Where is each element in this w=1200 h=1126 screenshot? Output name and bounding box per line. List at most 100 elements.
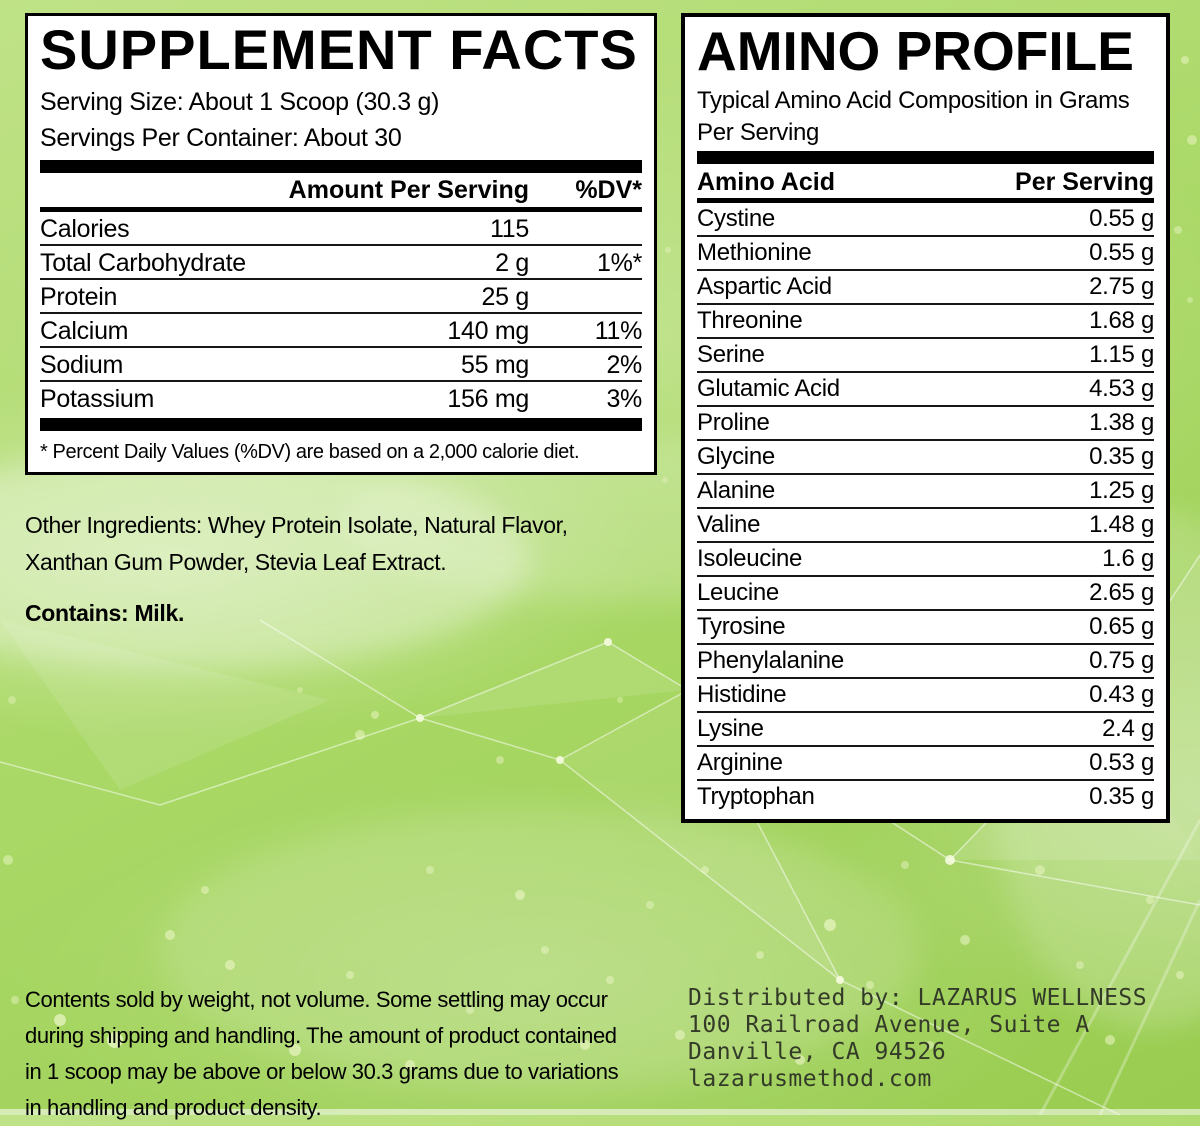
nutrient-name: Calcium <box>40 317 129 345</box>
amino-profile-title: AMINO PROFILE <box>697 20 1134 82</box>
amino-name: Glutamic Acid <box>697 375 840 402</box>
amino-name: Valine <box>697 511 761 538</box>
table-row: Phenylalanine 0.75 g <box>697 645 1154 679</box>
amino-value: 1.68 g <box>1089 307 1154 334</box>
supplement-facts-title: SUPPLEMENT FACTS <box>40 18 638 81</box>
amino-name: Methionine <box>697 239 812 266</box>
nutrient-dv: 1%* <box>597 249 642 277</box>
nutrient-name: Total Carbohydrate <box>40 249 246 277</box>
nutrient-amount: 115 <box>490 215 529 243</box>
other-ingredients: Other Ingredients: Whey Protein Isolate,… <box>25 512 568 575</box>
allergen-statement: Contains: Milk. <box>25 600 185 626</box>
table-row: Proline 1.38 g <box>697 407 1154 441</box>
supplement-facts-panel: SUPPLEMENT FACTS Serving Size: About 1 S… <box>25 13 657 475</box>
amino-profile-subtitle: Typical Amino Acid Composition in Grams … <box>697 87 1130 146</box>
distributor-line: Danville, CA 94526 <box>688 1039 947 1065</box>
table-row: Tryptophan 0.35 g <box>697 781 1154 813</box>
table-row: Histidine 0.43 g <box>697 679 1154 713</box>
servings-per-container: Servings Per Container: About 30 <box>40 124 402 152</box>
amino-name: Histidine <box>697 681 787 708</box>
nutrient-name: Protein <box>40 283 118 311</box>
amino-value: 0.35 g <box>1089 443 1154 470</box>
amino-profile-column-header: Amino Acid Per Serving <box>697 166 1154 203</box>
nutrient-amount: 25 g <box>481 283 530 311</box>
amino-name: Aspartic Acid <box>697 273 832 300</box>
serving-size: Serving Size: About 1 Scoop (30.3 g) <box>40 88 440 116</box>
amino-name: Leucine <box>697 579 779 606</box>
table-row: Valine 1.48 g <box>697 509 1154 543</box>
amino-value: 2.4 g <box>1102 715 1154 742</box>
table-row: Lysine 2.4 g <box>697 713 1154 747</box>
weight-disclaimer: Contents sold by weight, not volume. Som… <box>25 987 619 1120</box>
nutrient-name: Potassium <box>40 385 155 413</box>
nutrient-amount: 140 mg <box>447 317 529 345</box>
amino-value: 1.38 g <box>1089 409 1154 436</box>
nutrient-dv: 3% <box>606 385 642 413</box>
amino-name: Threonine <box>697 307 803 334</box>
amino-value: 1.15 g <box>1089 341 1154 368</box>
amino-value: 2.75 g <box>1089 273 1154 300</box>
amino-name: Proline <box>697 409 770 436</box>
table-row: Isoleucine 1.6 g <box>697 543 1154 577</box>
table-row: Calcium 140 mg 11% <box>40 314 642 348</box>
table-row: Glycine 0.35 g <box>697 441 1154 475</box>
divider-bar-thick <box>697 151 1154 164</box>
amino-name: Alanine <box>697 477 775 504</box>
distributor-line: lazarusmethod.com <box>688 1066 932 1092</box>
dv-footnote: * Percent Daily Values (%DV) are based o… <box>40 441 580 463</box>
amino-value: 1.6 g <box>1102 545 1154 572</box>
amino-value: 1.48 g <box>1089 511 1154 538</box>
table-row: Cystine 0.55 g <box>697 203 1154 237</box>
amino-name: Lysine <box>697 715 764 742</box>
nutrient-amount: 55 mg <box>461 351 529 379</box>
nutrient-amount: 156 mg <box>447 385 529 413</box>
bottom-light-strip <box>0 1109 1200 1115</box>
amino-name: Tryptophan <box>697 783 815 810</box>
table-row: Tyrosine 0.65 g <box>697 611 1154 645</box>
nutrient-dv: 11% <box>594 317 643 345</box>
table-row: Potassium 156 mg 3% <box>40 382 642 414</box>
amino-name: Tyrosine <box>697 613 786 640</box>
supplement-facts-rows: Calories 115 Total Carbohydrate 2 g 1%* … <box>40 212 642 414</box>
amino-name: Phenylalanine <box>697 647 844 674</box>
amino-value: 1.25 g <box>1089 477 1154 504</box>
table-row: Sodium 55 mg 2% <box>40 348 642 382</box>
amino-value: 0.53 g <box>1089 749 1154 776</box>
column-header-per-serving: Per Serving <box>1015 168 1154 196</box>
divider-bar-thick <box>40 160 642 173</box>
amino-name: Serine <box>697 341 765 368</box>
distributor-info: Distributed by: LAZARUS WELLNESS 100 Rai… <box>688 985 1147 1093</box>
amino-value: 0.35 g <box>1089 783 1154 810</box>
amino-name: Arginine <box>697 749 783 776</box>
amino-name: Glycine <box>697 443 775 470</box>
table-row: Total Carbohydrate 2 g 1%* <box>40 246 642 280</box>
amino-name: Cystine <box>697 205 775 232</box>
nutrient-name: Sodium <box>40 351 123 379</box>
table-row: Threonine 1.68 g <box>697 305 1154 339</box>
distributor-line: 100 Railroad Avenue, Suite A <box>688 1012 1090 1038</box>
table-row: Protein 25 g <box>40 280 642 314</box>
amino-value: 2.65 g <box>1089 579 1154 606</box>
table-row: Aspartic Acid 2.75 g <box>697 271 1154 305</box>
supplement-facts-column-header: Amount Per Serving %DV* <box>40 173 642 212</box>
amino-value: 0.43 g <box>1089 681 1154 708</box>
amino-value: 0.65 g <box>1089 613 1154 640</box>
nutrient-amount: 2 g <box>495 249 529 277</box>
nutrient-name: Calories <box>40 215 130 243</box>
nutrient-dv: 2% <box>606 351 642 379</box>
amino-value: 4.53 g <box>1089 375 1154 402</box>
amino-name: Isoleucine <box>697 545 803 572</box>
table-row: Glutamic Acid 4.53 g <box>697 373 1154 407</box>
table-row: Methionine 0.55 g <box>697 237 1154 271</box>
table-row: Arginine 0.53 g <box>697 747 1154 781</box>
amino-profile-panel: AMINO PROFILE Typical Amino Acid Composi… <box>681 13 1170 823</box>
table-row: Leucine 2.65 g <box>697 577 1154 611</box>
amino-profile-rows: Cystine 0.55 g Methionine 0.55 g Asparti… <box>697 203 1154 813</box>
column-header-dv: %DV* <box>575 176 642 204</box>
column-header-amino-acid: Amino Acid <box>697 168 835 196</box>
column-header-amount: Amount Per Serving <box>288 176 529 204</box>
table-row: Calories 115 <box>40 212 642 246</box>
distributor-line: Distributed by: LAZARUS WELLNESS <box>688 985 1148 1011</box>
table-row: Serine 1.15 g <box>697 339 1154 373</box>
amino-value: 0.55 g <box>1089 205 1154 232</box>
